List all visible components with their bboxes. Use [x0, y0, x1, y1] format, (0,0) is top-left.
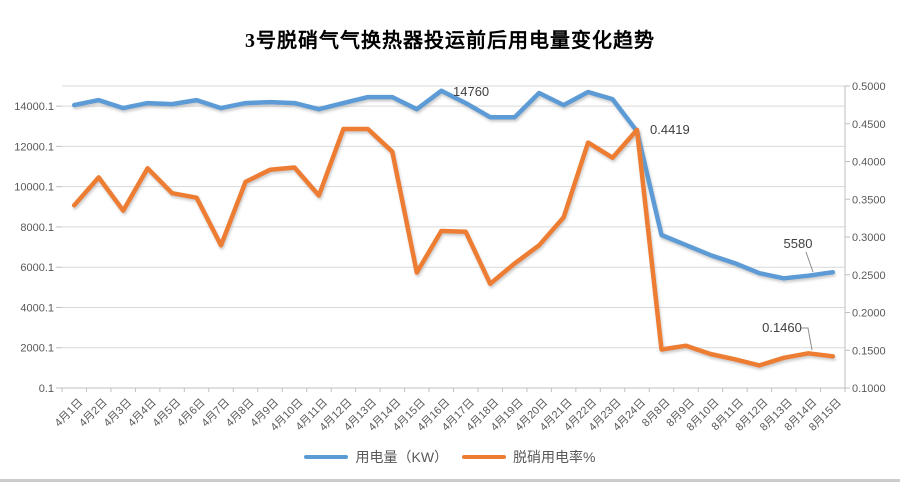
right-axis-tick-label: 0.4000: [852, 157, 886, 169]
data-label: 0.4419: [650, 122, 690, 137]
left-axis-tick-label: 6000.1: [20, 262, 54, 274]
left-axis-tick-label: 4000.1: [20, 302, 54, 314]
left-axis-tick-label: 12000.1: [14, 141, 54, 153]
series-line-rate: [71, 126, 836, 368]
right-axis-tick-label: 0.1500: [852, 345, 886, 357]
data-label-annotations: 14760 0.4419 5580 0.1460: [453, 84, 814, 351]
annotation-leader-line: [801, 327, 813, 351]
legend-item-rate: 脱硝用电率%: [462, 447, 596, 467]
legend-label: 脱硝用电率%: [513, 449, 596, 465]
right-axis-tick-label: 0.3500: [852, 194, 886, 206]
gridlines: [62, 85, 845, 349]
window-bottom-edge: [0, 479, 900, 482]
chart-title: 3号脱硝气气换热器投运前后用电量变化趋势: [245, 30, 655, 52]
data-label: 5580: [784, 236, 813, 251]
legend-label: 用电量（KW）: [355, 449, 449, 465]
right-axis-tick-label: 0.3000: [852, 232, 886, 244]
right-axis-tick-label: 0.1000: [852, 383, 886, 395]
right-axis-tick-label: 0.4500: [852, 119, 886, 131]
legend-line-swatch-orange: [462, 455, 507, 459]
left-axis-tick-label: 8000.1: [20, 222, 54, 234]
left-axis-tick-label: 0.1: [39, 383, 54, 395]
legend: 用电量（KW） 脱硝用电率%: [0, 447, 900, 467]
annotation-leader-line: [805, 251, 814, 273]
data-label: 0.1460: [762, 320, 802, 335]
left-axis-tick-label: 10000.1: [14, 182, 54, 194]
axes: [56, 85, 850, 392]
right-axis-tick-label: 0.2000: [852, 308, 886, 320]
right-axis-tick-label: 0.2500: [852, 270, 886, 282]
legend-item-consumption: 用电量（KW）: [304, 447, 448, 467]
axis-tick-labels: 0.1 2000.1 4000.1 6000.1 8000.1 10000.1 12000.…: [14, 81, 885, 434]
left-axis-tick-label: 14000.1: [14, 101, 54, 113]
right-axis-tick-label: 0.5000: [852, 81, 886, 93]
left-axis-tick-label: 2000.1: [20, 343, 54, 355]
series-line-consumption: [71, 88, 836, 281]
data-label: 14760: [453, 84, 489, 99]
legend-line-swatch-blue: [304, 455, 349, 459]
